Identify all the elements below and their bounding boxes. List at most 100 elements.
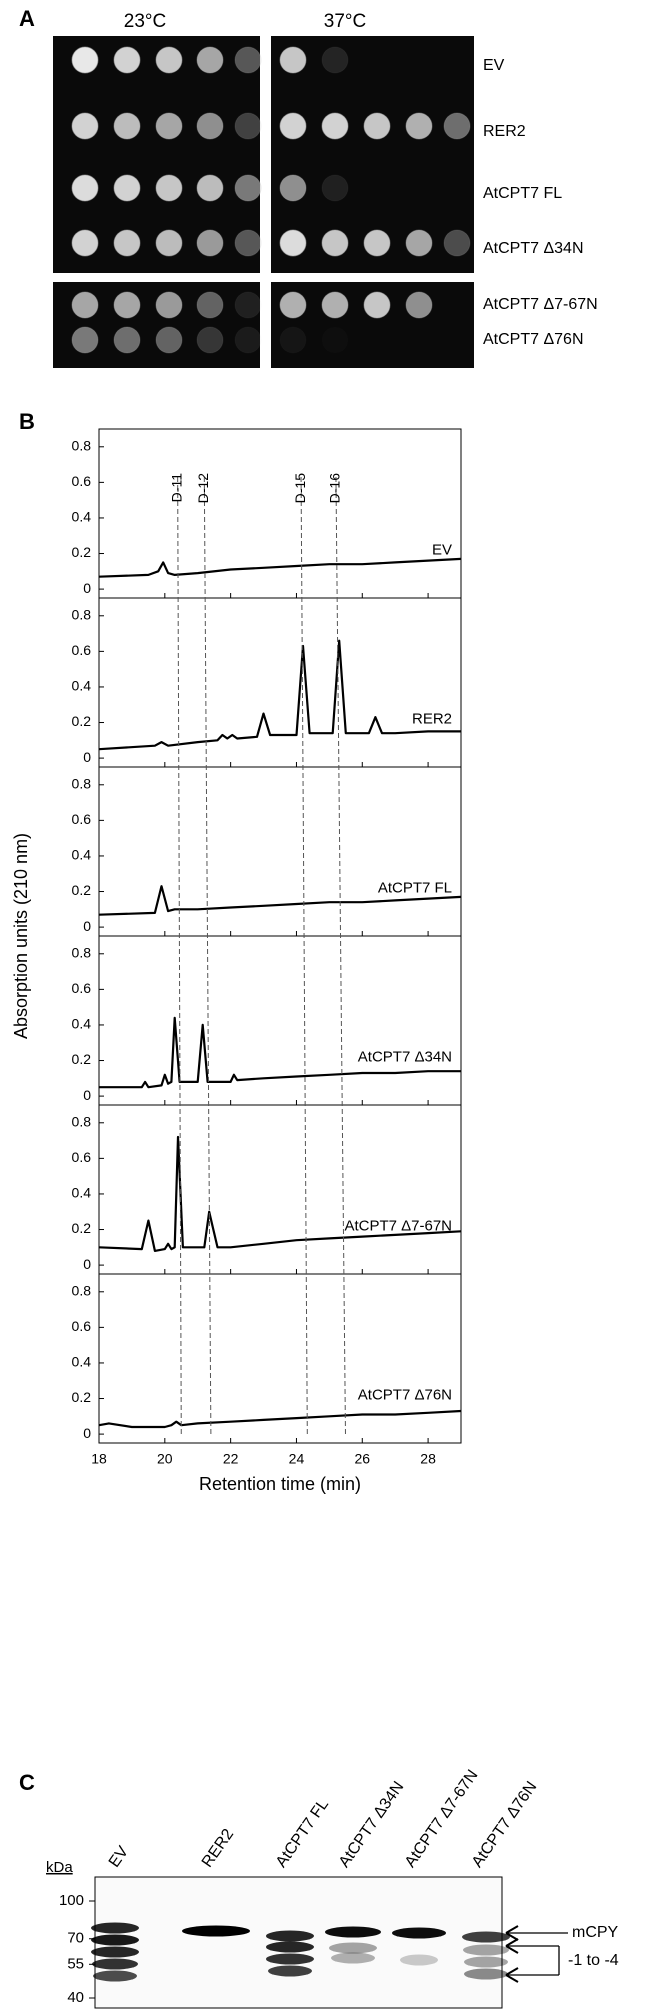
y-tick-label: 0.4 bbox=[72, 1016, 92, 1032]
yeast-spot bbox=[196, 326, 224, 354]
reference-label: D-11 bbox=[168, 473, 184, 503]
reference-line bbox=[300, 476, 308, 1436]
yeast-spot bbox=[321, 291, 349, 319]
y-tick-label: 0.2 bbox=[72, 1051, 92, 1067]
y-tick-label: 0.2 bbox=[72, 1220, 92, 1236]
y-tick-label: 0.2 bbox=[72, 713, 92, 729]
blot-band bbox=[91, 1946, 139, 1958]
y-tick-label: 0 bbox=[83, 749, 91, 765]
panel-label: C bbox=[19, 1770, 35, 1795]
x-tick-label: 22 bbox=[223, 1451, 239, 1467]
trace-label: AtCPT7 Δ7-67N bbox=[344, 1218, 452, 1235]
yeast-spot bbox=[113, 112, 141, 140]
lane-label: RER2 bbox=[199, 1826, 237, 1871]
x-tick-label: 20 bbox=[157, 1451, 173, 1467]
y-tick-label: 0.8 bbox=[72, 775, 92, 791]
yeast-spot bbox=[405, 291, 433, 319]
y-tick-label: 0.4 bbox=[72, 678, 92, 694]
y-tick-label: 0.8 bbox=[72, 1113, 92, 1129]
yeast-spot bbox=[113, 174, 141, 202]
trace bbox=[98, 1409, 462, 1429]
y-tick-label: 0.8 bbox=[72, 1282, 92, 1298]
y-tick-label: 0 bbox=[83, 580, 91, 596]
marker-label: 40 bbox=[67, 1989, 84, 2006]
blot-band bbox=[91, 1922, 139, 1934]
x-tick-label: 24 bbox=[289, 1451, 305, 1467]
yeast-spot bbox=[113, 46, 141, 74]
y-tick-label: 0 bbox=[83, 918, 91, 934]
plot-frame bbox=[98, 597, 462, 768]
y-tick-label: 0.2 bbox=[72, 544, 92, 560]
y-tick-label: 0.4 bbox=[72, 1185, 92, 1201]
trace bbox=[98, 639, 461, 751]
trace-label: RER2 bbox=[412, 711, 452, 728]
panel-label: A bbox=[19, 6, 35, 31]
blot-band bbox=[268, 1965, 312, 1977]
y-tick-label: 0.6 bbox=[72, 473, 92, 489]
strain-label: RER2 bbox=[483, 123, 526, 140]
yeast-spot bbox=[280, 327, 306, 353]
yeast-spot bbox=[71, 291, 99, 319]
y-tick-label: 0.8 bbox=[72, 437, 92, 453]
yeast-spot bbox=[155, 326, 183, 354]
yeast-spot bbox=[71, 112, 99, 140]
blot-band bbox=[92, 1958, 138, 1970]
y-tick-label: 0 bbox=[83, 1256, 91, 1272]
marker-label: 55 bbox=[67, 1955, 84, 1972]
y-tick-label: 0.2 bbox=[72, 882, 92, 898]
trace bbox=[98, 885, 462, 916]
lane-label: AtCPT7 FL bbox=[273, 1796, 332, 1871]
lane-label: AtCPT7 Δ76N bbox=[469, 1779, 541, 1871]
yeast-spot bbox=[363, 291, 391, 319]
temperature-label: 23°C bbox=[124, 11, 166, 32]
band-label: -1 to -4 bbox=[568, 1952, 619, 1969]
yeast-spot bbox=[234, 229, 262, 257]
plot-frame bbox=[98, 766, 462, 937]
trace-label: AtCPT7 Δ76N bbox=[358, 1387, 452, 1404]
yeast-spot bbox=[196, 112, 224, 140]
yeast-spot bbox=[155, 291, 183, 319]
yeast-spot bbox=[155, 229, 183, 257]
y-tick-label: 0.2 bbox=[72, 1389, 92, 1405]
trace-label: EV bbox=[432, 542, 452, 559]
yeast-spot bbox=[71, 46, 99, 74]
yeast-spot bbox=[234, 174, 262, 202]
marker-label: 70 bbox=[67, 1930, 84, 1947]
plot-frame bbox=[98, 935, 462, 1106]
blot-band bbox=[182, 1925, 250, 1937]
arrow-head bbox=[505, 1925, 519, 1941]
yeast-spot bbox=[196, 229, 224, 257]
yeast-spot bbox=[321, 229, 349, 257]
strain-label: EV bbox=[483, 57, 505, 74]
yeast-spot bbox=[155, 46, 183, 74]
blot-band bbox=[331, 1952, 375, 1964]
yeast-spot bbox=[279, 229, 307, 257]
reference-label: D-15 bbox=[292, 473, 308, 504]
y-axis-label: Absorption units (210 nm) bbox=[11, 833, 31, 1039]
reference-label: D-16 bbox=[327, 473, 343, 504]
yeast-spot bbox=[196, 174, 224, 202]
yeast-spot bbox=[279, 174, 307, 202]
trace-label: AtCPT7 FL bbox=[378, 880, 452, 897]
plot-frame bbox=[98, 1273, 462, 1444]
yeast-spot bbox=[113, 291, 141, 319]
yeast-spot bbox=[279, 291, 307, 319]
y-tick-label: 0 bbox=[83, 1087, 91, 1103]
blot-band bbox=[91, 1934, 139, 1946]
strain-label: AtCPT7 FL bbox=[483, 185, 562, 202]
reference-line bbox=[335, 476, 346, 1436]
trace bbox=[98, 557, 462, 578]
y-tick-label: 0.6 bbox=[72, 642, 92, 658]
yeast-spot bbox=[155, 174, 183, 202]
blot-band bbox=[266, 1953, 314, 1965]
yeast-spot bbox=[279, 46, 307, 74]
blot-band bbox=[329, 1942, 377, 1954]
yeast-spot bbox=[443, 229, 471, 257]
y-tick-label: 0.4 bbox=[72, 1354, 92, 1370]
yeast-spot bbox=[322, 327, 348, 353]
marker-label: 100 bbox=[59, 1892, 84, 1909]
blot-band bbox=[400, 1954, 438, 1966]
yeast-spot bbox=[363, 112, 391, 140]
strain-label: AtCPT7 Δ7-67N bbox=[483, 296, 598, 313]
lane-label: AtCPT7 Δ34N bbox=[336, 1779, 408, 1871]
